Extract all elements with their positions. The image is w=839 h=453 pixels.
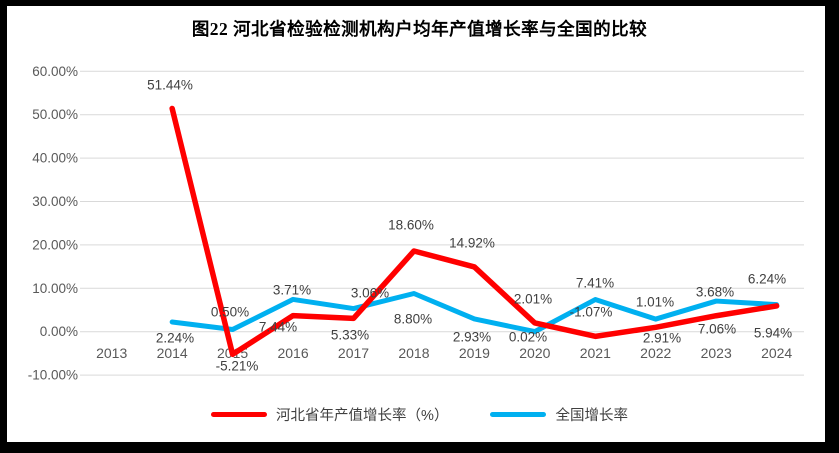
- x-axis-category-label: 2024: [761, 345, 792, 361]
- y-axis-tick-label: 10.00%: [32, 281, 78, 296]
- national-data-label: 2.91%: [643, 331, 681, 346]
- national-data-label: 7.41%: [576, 276, 614, 291]
- y-axis-tick-label: 40.00%: [32, 151, 78, 166]
- y-axis-tick-label: 0.00%: [40, 324, 78, 339]
- legend-label-hebei: 河北省年产值增长率（%）: [276, 408, 449, 424]
- hebei-series-swatch-icon: [211, 412, 268, 417]
- x-axis-category-label: 2021: [580, 345, 611, 361]
- hebei-data-label: 3.68%: [696, 285, 734, 300]
- national-data-label: 7.06%: [698, 322, 736, 337]
- hebei-data-label: 3.06%: [351, 286, 389, 301]
- x-axis-category-label: 2022: [640, 345, 671, 361]
- x-axis-category-label: 2014: [157, 345, 188, 361]
- national-data-label: 6.24%: [748, 272, 786, 287]
- hebei-data-label: -5.21%: [216, 359, 259, 374]
- legend: 河北省年产值增长率（%） 全国增长率: [0, 404, 839, 425]
- y-axis-tick-label: 20.00%: [32, 237, 78, 252]
- national-data-label: 5.33%: [331, 328, 369, 343]
- x-axis-category-label: 2016: [277, 345, 308, 361]
- x-axis-category-label: 2018: [398, 345, 429, 361]
- hebei-data-label: 18.60%: [388, 218, 434, 233]
- chart-title: 图22 河北省检验检测机构户均年产值增长率与全国的比较: [191, 19, 648, 39]
- hebei-data-label: 1.01%: [636, 295, 674, 310]
- national-data-label: 8.80%: [394, 312, 432, 327]
- hebei-series-line: [169, 105, 780, 358]
- y-axis-tick-label: -10.00%: [28, 368, 78, 383]
- hebei-data-label: 14.92%: [449, 236, 495, 251]
- hebei-data-label: 5.94%: [754, 326, 792, 341]
- hebei-data-label: 2.01%: [514, 292, 552, 307]
- y-axis-tick-label: 30.00%: [32, 194, 78, 209]
- hebei-data-label: 3.71%: [273, 283, 311, 298]
- national-data-label: 0.50%: [211, 305, 249, 320]
- national-data-label: 0.02%: [509, 330, 547, 345]
- x-axis-category-label: 2013: [96, 345, 127, 361]
- x-axis-category-label: 2019: [459, 345, 490, 361]
- y-axis-tick-label: 50.00%: [32, 107, 78, 122]
- hebei-data-label: -1.07%: [570, 305, 613, 320]
- legend-item-national: 全国增长率: [490, 404, 628, 425]
- national-series-line: [169, 291, 780, 335]
- national-data-label: 2.24%: [156, 331, 194, 346]
- national-data-label: 2.93%: [453, 330, 491, 345]
- national-series-swatch-icon: [490, 412, 547, 417]
- x-axis-category-label: 2017: [338, 345, 369, 361]
- national-data-label: 7.44%: [259, 320, 297, 335]
- x-axis-category-label: 2020: [519, 345, 550, 361]
- y-axis-tick-label: 60.00%: [32, 64, 78, 79]
- legend-item-hebei: 河北省年产值增长率（%）: [211, 404, 448, 425]
- chart-canvas: [7, 6, 825, 442]
- hebei-data-label: 51.44%: [147, 78, 193, 93]
- legend-label-national: 全国增长率: [555, 408, 628, 424]
- x-axis-category-label: 2023: [701, 345, 732, 361]
